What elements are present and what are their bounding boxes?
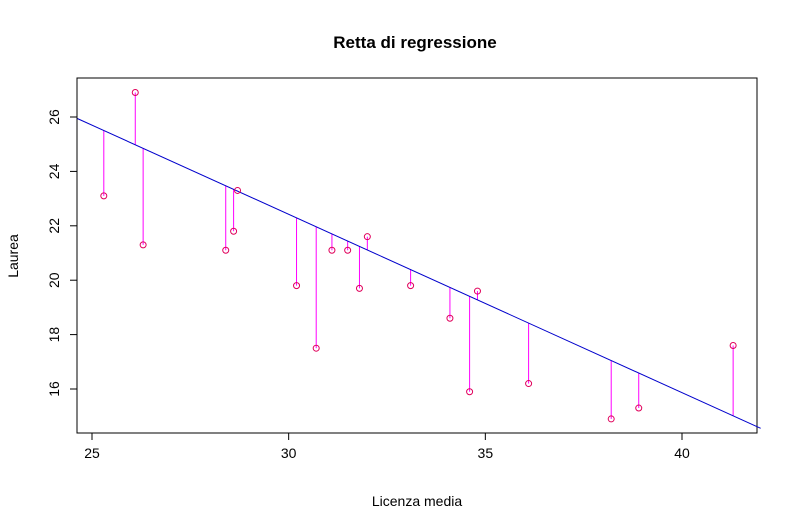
data-point <box>328 246 336 254</box>
data-point <box>222 246 230 254</box>
x-tick-label: 25 <box>84 445 100 461</box>
y-axis-label: Laurea <box>5 234 21 278</box>
data-point <box>607 415 615 423</box>
regression-line-group <box>76 117 761 429</box>
regression-line <box>76 117 761 429</box>
data-point <box>363 233 371 241</box>
residual-lines <box>103 92 734 419</box>
y-tick-label: 24 <box>46 163 62 179</box>
x-tick-label: 35 <box>478 445 494 461</box>
data-point <box>131 89 139 97</box>
data-point <box>139 241 147 249</box>
plot-frame <box>76 77 758 434</box>
data-point <box>100 192 108 200</box>
data-point <box>473 287 481 295</box>
data-point <box>635 404 643 412</box>
data-point <box>729 341 737 349</box>
y-tick-label: 22 <box>46 218 62 234</box>
y-tick-label: 26 <box>46 109 62 125</box>
y-tick-label: 16 <box>46 381 62 397</box>
data-point <box>525 380 533 388</box>
data-point <box>466 388 474 396</box>
x-tick-label: 30 <box>281 445 297 461</box>
x-axis: 25 30 35 40 <box>84 432 690 461</box>
data-point <box>355 284 363 292</box>
data-point <box>344 246 352 254</box>
x-axis-label: Licenza media <box>372 493 462 509</box>
data-point <box>407 282 415 290</box>
y-tick-label: 20 <box>46 272 62 288</box>
data-point <box>230 227 238 235</box>
data-point <box>234 186 242 194</box>
data-point <box>446 314 454 322</box>
data-point <box>312 344 320 352</box>
data-points <box>100 89 737 423</box>
y-axis: 16 18 20 22 24 26 <box>46 109 78 397</box>
data-point <box>293 282 301 290</box>
chart-title: Retta di regressione <box>333 33 496 52</box>
x-tick-label: 40 <box>674 445 690 461</box>
y-tick-label: 18 <box>46 327 62 343</box>
